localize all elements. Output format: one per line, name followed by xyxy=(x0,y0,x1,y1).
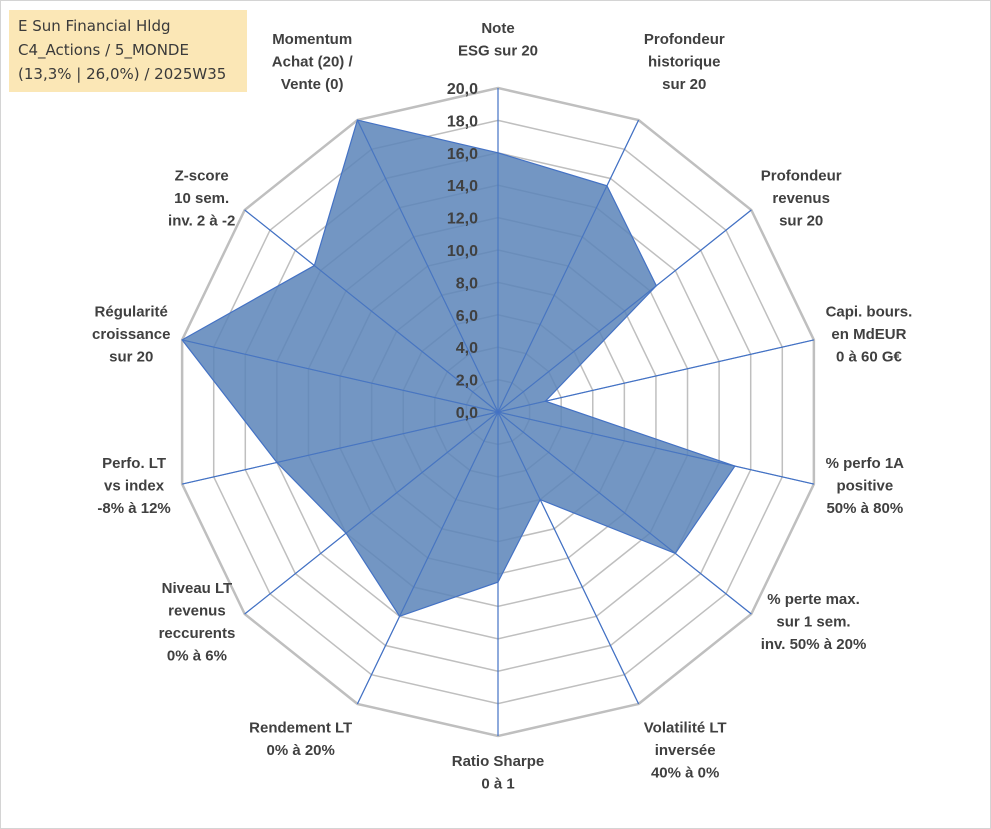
tick-label: 2,0 xyxy=(456,373,478,390)
category-label-text: Note ESG sur 20 xyxy=(458,20,538,60)
category-label-text: Z-score 10 sem. inv. 2 à -2 xyxy=(168,167,235,229)
axis-spoke-overlay xyxy=(182,339,499,413)
category-label: Momentum Achat (20) / Vente (0) xyxy=(272,31,354,93)
category-label: Profondeur revenus sur 20 xyxy=(761,167,842,229)
category-label: Niveau LT revenus reccurents 0% à 6% xyxy=(159,580,236,665)
category-label: Capi. bours. en MdEUR 0 à 60 G€ xyxy=(826,304,913,366)
stock-name: E Sun Financial Hldg xyxy=(18,17,171,35)
tick-label: 12,0 xyxy=(447,211,478,228)
category-label-text: Volatilité LT inversée 40% à 0% xyxy=(644,719,727,781)
axis-spoke-overlay xyxy=(182,411,499,485)
tick-label: 0,0 xyxy=(456,405,478,422)
category-label-text: Régularité croissance sur 20 xyxy=(92,304,170,366)
category-label: Z-score 10 sem. inv. 2 à -2 xyxy=(168,167,235,229)
category-label-text: Ratio Sharpe 0 à 1 xyxy=(452,753,545,793)
tick-layer: 0,0 2,0 4,0 6,0 8,0 10,0 12,0 14,0 16,0 18,0 20,0 xyxy=(447,81,478,422)
category-label-text: Rendement LT 0% à 20% xyxy=(249,719,352,759)
category-label: Volatilité LT inversée 40% à 0% xyxy=(644,719,727,781)
category-label: Régularité croissance sur 20 xyxy=(92,304,170,366)
tick-label: 10,0 xyxy=(447,243,478,260)
tick-label: 16,0 xyxy=(447,146,478,163)
axis-spoke-overlay xyxy=(244,209,499,413)
category-label: % perte max. sur 1 sem. inv. 50% à 20% xyxy=(761,591,867,653)
category-label-text: Niveau LT revenus reccurents 0% à 6% xyxy=(159,580,236,665)
axis-spoke-overlay xyxy=(497,411,640,705)
tick-label: 14,0 xyxy=(447,178,478,195)
axis-spoke-overlay xyxy=(244,411,499,615)
category-label-text: Profondeur revenus sur 20 xyxy=(761,167,842,229)
category-label-text: Profondeur historique sur 20 xyxy=(644,31,725,93)
title-box: E Sun Financial Hldg C4_Actions / 5_MOND… xyxy=(9,10,247,92)
category-label-text: Momentum Achat (20) / Vente (0) xyxy=(272,31,354,93)
category-label-text: Perfo. LT vs index -8% à 12% xyxy=(97,455,170,517)
axis-spoke-overlay xyxy=(356,411,499,705)
category-label-text: % perte max. sur 1 sem. inv. 50% à 20% xyxy=(761,591,867,653)
category-label-text: % perfo 1A positive 50% à 80% xyxy=(826,455,905,517)
category-label: Perfo. LT vs index -8% à 12% xyxy=(97,455,170,517)
tick-label: 18,0 xyxy=(447,113,478,130)
period-summary: (13,3% | 26,0%) / 2025W35 xyxy=(18,65,227,83)
tick-label: 4,0 xyxy=(456,340,478,357)
tick-label: 20,0 xyxy=(447,81,478,98)
axis-spoke-overlay xyxy=(497,411,814,485)
axis-spoke-overlay xyxy=(497,411,752,615)
category-label: Note ESG sur 20 xyxy=(458,20,538,60)
axis-spoke-overlay xyxy=(356,119,499,413)
category-label-text: Capi. bours. en MdEUR 0 à 60 G€ xyxy=(826,304,913,366)
axis-spoke-overlay xyxy=(497,339,814,413)
category-label: % perfo 1A positive 50% à 80% xyxy=(826,455,905,517)
category-label: Profondeur historique sur 20 xyxy=(644,31,725,93)
tick-label: 8,0 xyxy=(456,275,478,292)
axis-spoke-overlay xyxy=(497,209,752,413)
portfolio-category: C4_Actions / 5_MONDE xyxy=(18,41,189,59)
category-label: Ratio Sharpe 0 à 1 xyxy=(452,753,545,793)
category-label: Rendement LT 0% à 20% xyxy=(249,719,352,759)
axis-spoke-overlay xyxy=(497,119,640,413)
tick-label: 6,0 xyxy=(456,308,478,325)
series-layer xyxy=(181,88,814,736)
label-layer: Note ESG sur 20 Profondeur historique sur 20… xyxy=(92,20,912,793)
